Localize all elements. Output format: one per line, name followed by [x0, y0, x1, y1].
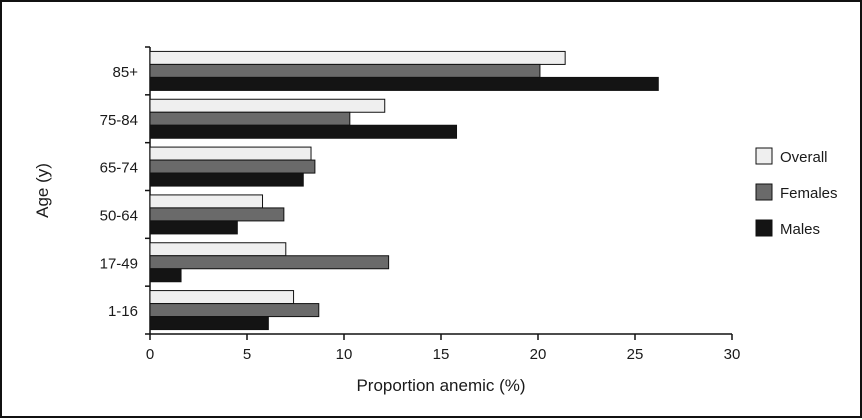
bar-males-65-74 [149, 172, 304, 187]
y-tick-label: 65-74 [100, 160, 138, 177]
bar-overall-50-64 [149, 194, 264, 209]
bar-males-17-49 [149, 268, 182, 283]
legend: Overall Females Males [755, 147, 838, 238]
x-tick-label: 15 [433, 346, 450, 363]
bar-females-50-64 [149, 207, 285, 222]
legend-swatch-overall [755, 147, 773, 165]
legend-label-overall: Overall [780, 149, 828, 166]
x-tick-label: 20 [530, 346, 547, 363]
bar-overall-65-74 [149, 146, 312, 161]
y-tick-label: 85+ [113, 64, 139, 81]
bar-overall-75-84 [149, 98, 386, 113]
tick-labels: 0 5 10 15 20 25 30 85+ 75-84 65-74 50-64 17-49 1-16 [100, 64, 741, 363]
legend-label-males: Males [780, 221, 820, 238]
x-tick-label: 25 [627, 346, 644, 363]
bar-females-17-49 [149, 255, 390, 270]
bar-females-1-16 [149, 303, 320, 318]
y-tick-label: 1-16 [108, 303, 138, 320]
x-axis-label: Proportion anemic (%) [356, 376, 525, 395]
y-tick-label: 75-84 [100, 112, 138, 129]
x-tick-label: 5 [243, 346, 251, 363]
bar-males-1-16 [149, 316, 269, 331]
bar-overall-85+ [149, 50, 566, 65]
y-tick-label: 50-64 [100, 207, 138, 224]
legend-swatch-males [755, 219, 773, 237]
bar-females-65-74 [149, 159, 316, 174]
bars [149, 50, 659, 331]
axes [145, 46, 733, 340]
bar-females-85+ [149, 63, 541, 78]
y-axis-label: Age (y) [33, 163, 52, 218]
bar-males-85+ [149, 76, 659, 91]
x-tick-label: 10 [336, 346, 353, 363]
bar-overall-17-49 [149, 242, 287, 257]
bar-females-75-84 [149, 111, 351, 126]
legend-swatch-females [755, 183, 773, 201]
bar-overall-1-16 [149, 290, 295, 305]
bar-males-50-64 [149, 220, 238, 235]
x-tick-label: 0 [146, 346, 154, 363]
y-tick-label: 17-49 [100, 255, 138, 272]
x-tick-label: 30 [724, 346, 741, 363]
bar-males-75-84 [149, 124, 458, 139]
legend-label-females: Females [780, 185, 838, 202]
